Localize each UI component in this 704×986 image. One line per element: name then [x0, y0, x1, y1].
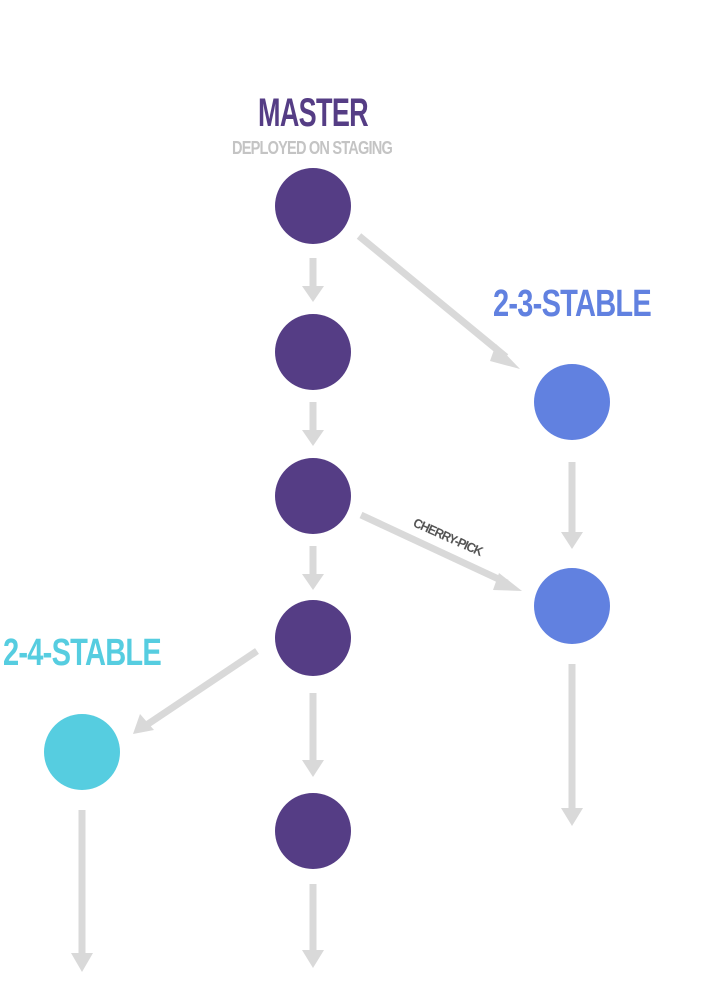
stable-2-3-branch-title: 2-3-STABLE	[493, 283, 651, 325]
edge-2-4-stable-continue	[71, 810, 93, 972]
stable-2-4-branch-title: 2-4-STABLE	[3, 632, 161, 674]
commit-node	[275, 168, 351, 244]
stable-2-4-commits	[44, 714, 120, 790]
edges	[71, 233, 583, 972]
edge-master-2-to-3	[302, 402, 324, 446]
commit-node	[534, 364, 610, 440]
edge-cherry-pick	[359, 511, 522, 591]
edge-2-3-stable-1-to-2	[561, 462, 583, 549]
edge-master-5-continue	[302, 884, 324, 968]
commit-node	[534, 568, 610, 644]
master-branch-title: MASTER	[258, 91, 369, 135]
edge-master-to-2-4-stable	[133, 648, 259, 734]
edge-master-4-to-5	[302, 693, 324, 777]
commit-node	[275, 458, 351, 534]
master-commits	[275, 168, 351, 869]
commit-node	[275, 793, 351, 869]
edge-master-to-2-3-stable	[356, 233, 520, 369]
edge-master-1-to-2	[302, 258, 324, 302]
commit-node	[44, 714, 120, 790]
commit-node	[275, 600, 351, 676]
commit-node	[275, 314, 351, 390]
edge-master-3-to-4	[302, 546, 324, 590]
edge-2-3-stable-2-continue	[561, 664, 583, 826]
stable-2-3-commits	[534, 364, 610, 644]
master-branch-subtitle: DEPLOYED ON STAGING	[232, 138, 392, 158]
